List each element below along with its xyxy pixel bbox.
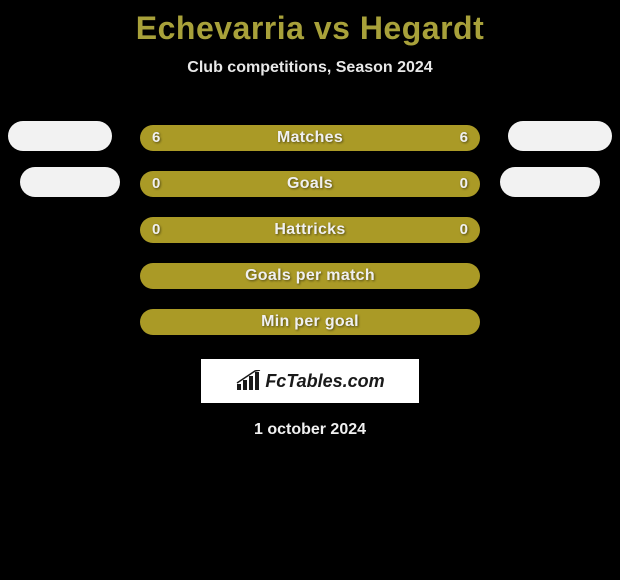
logo-box: FcTables.com	[201, 359, 419, 403]
row-min-per-goal: Min per goal	[0, 299, 620, 345]
player-right-pill	[500, 167, 600, 197]
stat-bar-goals: Goals	[140, 171, 480, 197]
row-goals-per-match: Goals per match	[0, 253, 620, 299]
stat-right-value: 0	[460, 171, 468, 197]
logo-text: FcTables.com	[265, 371, 384, 392]
player-left-pill	[20, 167, 120, 197]
row-hattricks: Hattricks 0 0	[0, 207, 620, 253]
stat-label: Min per goal	[261, 313, 359, 331]
stat-bar-matches: Matches	[140, 125, 480, 151]
stat-label: Matches	[277, 129, 343, 147]
bar-chart-icon	[235, 370, 261, 392]
row-matches: Matches 6 6	[0, 115, 620, 161]
stat-bar-hattricks: Hattricks	[140, 217, 480, 243]
stat-label: Goals	[287, 175, 333, 193]
stat-bar-goals-per-match: Goals per match	[140, 263, 480, 289]
stat-left-value: 6	[152, 125, 160, 151]
page-subtitle: Club competitions, Season 2024	[0, 47, 620, 77]
comparison-table: Matches 6 6 Goals 0 0 Hattricks 0 0 Goal…	[0, 115, 620, 345]
row-goals: Goals 0 0	[0, 161, 620, 207]
stat-left-value: 0	[152, 171, 160, 197]
player-left-pill	[8, 121, 112, 151]
stat-label: Goals per match	[245, 267, 375, 285]
page-title: Echevarria vs Hegardt	[0, 0, 620, 47]
stat-right-value: 6	[460, 125, 468, 151]
stat-left-value: 0	[152, 217, 160, 243]
footer-date: 1 october 2024	[0, 421, 620, 439]
stat-bar-min-per-goal: Min per goal	[140, 309, 480, 335]
player-right-pill	[508, 121, 612, 151]
stat-label: Hattricks	[274, 221, 345, 239]
stat-right-value: 0	[460, 217, 468, 243]
